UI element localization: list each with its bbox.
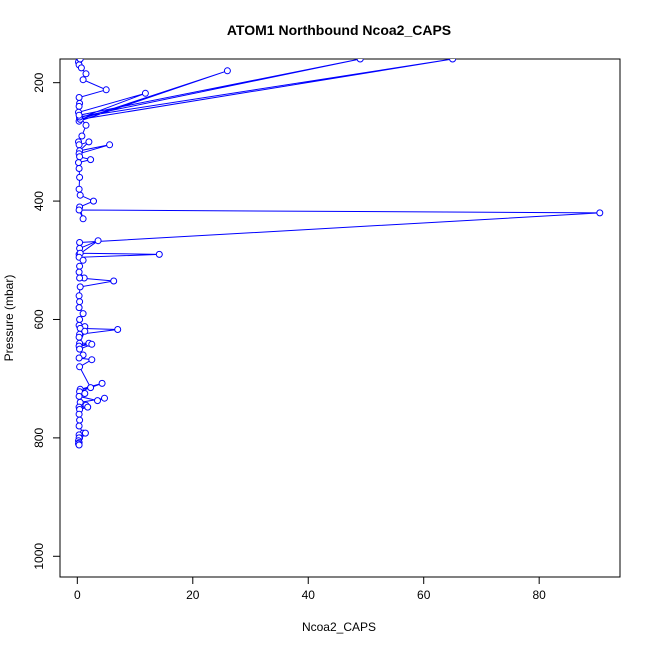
x-axis-label: Ncoa2_CAPS	[302, 620, 376, 634]
x-tick-label: 20	[186, 588, 200, 602]
data-point	[76, 345, 84, 353]
data-point	[596, 209, 604, 217]
data-point	[90, 197, 97, 205]
x-tick-label: 40	[302, 588, 316, 602]
data-point	[75, 268, 83, 276]
y-tick-label: 800	[32, 428, 46, 448]
data-point	[449, 59, 457, 63]
data-point	[75, 292, 83, 300]
data-point	[356, 59, 364, 63]
y-axis-label: Pressure (mbar)	[2, 275, 16, 362]
data-point	[94, 237, 102, 245]
data-point	[94, 397, 101, 405]
y-tick-label: 200	[32, 72, 46, 92]
data-point	[76, 262, 84, 270]
data-point	[82, 70, 90, 78]
data-point	[223, 67, 231, 75]
data-point	[114, 326, 122, 333]
data-point	[102, 86, 110, 94]
data-point	[76, 298, 84, 306]
x-axis: 0 20 40 60 80	[74, 576, 546, 602]
data-point	[75, 304, 83, 312]
data-point	[88, 356, 96, 364]
series-line	[77, 59, 600, 446]
x-tick-label: 80	[532, 588, 546, 602]
data-point	[87, 384, 95, 392]
data-point	[101, 394, 108, 402]
data-point	[79, 256, 87, 264]
data-point	[79, 310, 87, 318]
x-tick-label: 0	[74, 588, 81, 602]
data-point	[75, 333, 83, 341]
data-point	[75, 102, 83, 110]
data-point	[75, 354, 83, 362]
data-point	[75, 94, 83, 101]
data-point	[76, 173, 84, 181]
data-point	[82, 121, 90, 129]
data-point	[79, 215, 87, 223]
data-point	[76, 283, 84, 291]
data-point	[79, 76, 87, 84]
data-point	[76, 59, 84, 63]
data-point	[85, 138, 93, 146]
x-tick-label: 60	[417, 588, 431, 602]
data-point	[81, 429, 89, 437]
plot-area	[75, 59, 604, 449]
data-point	[81, 390, 89, 397]
data-point	[75, 111, 83, 119]
data-point	[106, 141, 114, 149]
data-point	[155, 250, 163, 258]
data-point	[87, 156, 95, 164]
data-point	[75, 441, 83, 449]
data-point	[84, 403, 92, 411]
data-point	[76, 239, 84, 246]
data-point	[77, 64, 85, 72]
plot-frame	[59, 58, 621, 578]
data-point	[98, 379, 106, 387]
data-point	[88, 340, 96, 348]
data-point	[141, 89, 149, 97]
data-point	[76, 153, 84, 161]
y-axis: 200 400 600 800 1000	[32, 72, 61, 570]
data-point	[76, 274, 84, 282]
data-point	[76, 191, 84, 199]
data-point	[75, 165, 83, 172]
data-point	[75, 159, 82, 167]
data-point	[75, 392, 83, 400]
data-point	[78, 132, 86, 140]
chart-title: ATOM1 Northbound Ncoa2_CAPS	[227, 22, 451, 38]
data-point	[76, 363, 84, 371]
y-tick-label: 400	[32, 191, 46, 211]
data-point	[75, 141, 83, 149]
data-point	[81, 327, 89, 335]
data-point	[76, 416, 84, 424]
data-point	[75, 410, 83, 418]
data-point	[75, 185, 83, 193]
data-point	[110, 277, 118, 285]
data-point	[75, 206, 83, 214]
data-point	[76, 316, 84, 323]
y-tick-label: 600	[32, 309, 46, 329]
y-tick-label: 1000	[32, 543, 46, 570]
data-point	[75, 422, 83, 430]
